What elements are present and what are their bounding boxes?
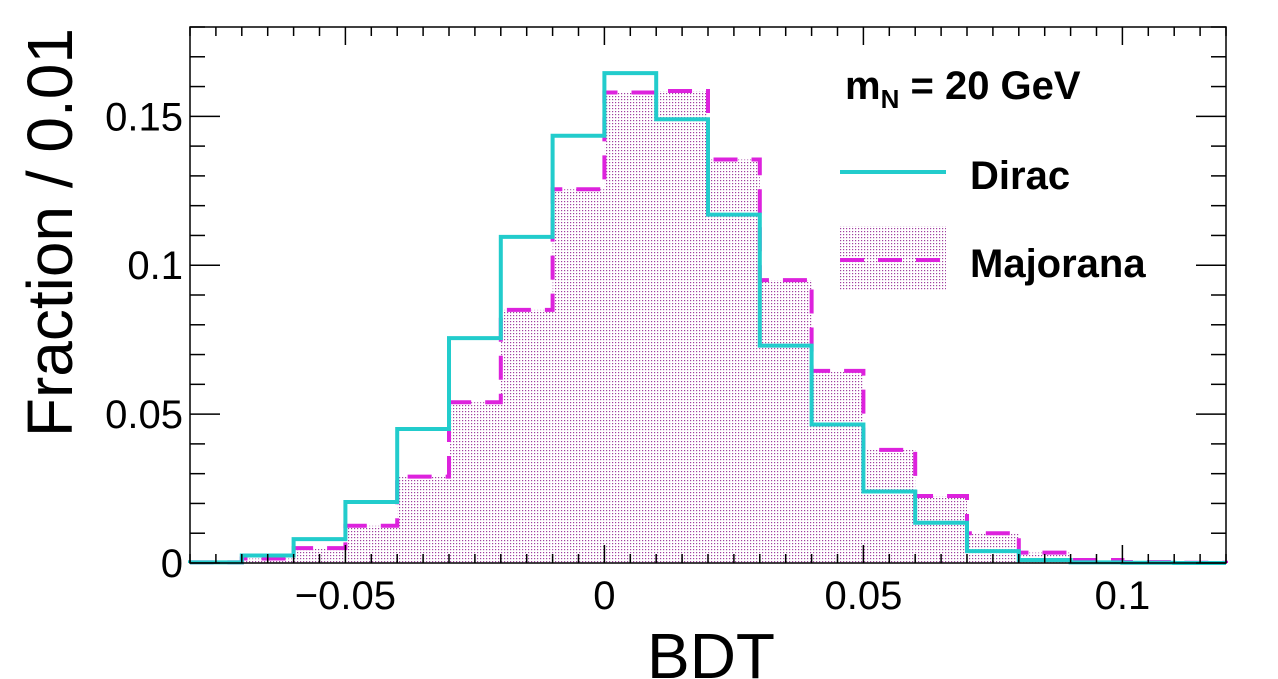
plot-area: −0.05 0 0.05 0.1 0 0.05 0.1 0.15 bbox=[105, 26, 1228, 618]
legend: mN = 20 GeV Dirac Majorana bbox=[840, 64, 1146, 290]
x-tick-label: 0 bbox=[593, 574, 615, 618]
majorana-bin bbox=[863, 449, 916, 563]
legend-majorana-label: Majorana bbox=[970, 242, 1146, 286]
majorana-bin bbox=[500, 309, 553, 563]
majorana-bin bbox=[811, 370, 864, 563]
y-tick-label: 0.15 bbox=[105, 95, 183, 139]
y-tick-label: 0.1 bbox=[127, 244, 183, 288]
majorana-bin bbox=[656, 91, 708, 564]
x-axis-title: BDT bbox=[647, 620, 775, 679]
majorana-bin bbox=[552, 189, 605, 564]
majorana-bin bbox=[708, 159, 760, 563]
x-tick-label: 0.05 bbox=[824, 574, 902, 618]
dirac-series-line bbox=[188, 71, 1226, 565]
mass-annotation: mN = 20 GeV bbox=[845, 64, 1081, 114]
majorana-bin bbox=[915, 496, 967, 563]
majorana-bin bbox=[604, 92, 657, 563]
y-axis-title: Fraction / 0.01 bbox=[14, 28, 86, 437]
y-tick-label: 0.05 bbox=[105, 393, 183, 437]
legend-dirac-label: Dirac bbox=[970, 154, 1070, 198]
majorana-bin bbox=[449, 402, 501, 563]
majorana-bin bbox=[759, 280, 812, 563]
x-tick-label: 0.1 bbox=[1095, 574, 1151, 618]
y-tick-label: 0 bbox=[161, 542, 183, 586]
majorana-bin bbox=[397, 476, 449, 563]
x-tick-label: −0.05 bbox=[295, 574, 396, 618]
